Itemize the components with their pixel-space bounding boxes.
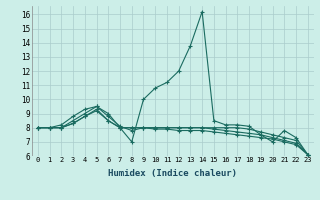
X-axis label: Humidex (Indice chaleur): Humidex (Indice chaleur) <box>108 169 237 178</box>
